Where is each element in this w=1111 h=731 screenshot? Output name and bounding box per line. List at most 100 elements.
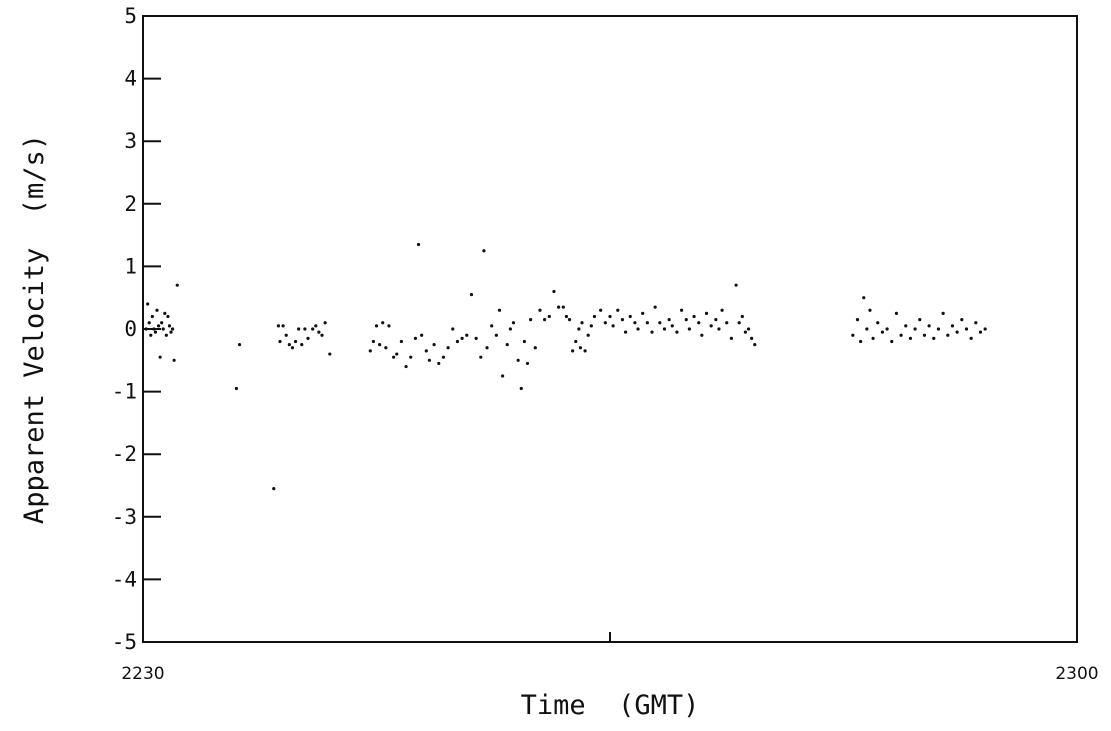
data-point (300, 343, 304, 347)
data-point (317, 330, 321, 334)
data-point (753, 343, 757, 347)
y-tick-label: 2 (124, 192, 137, 216)
data-point (692, 314, 696, 319)
y-axis: 5 4 3 2 1 0 -1 -2 -3 -4 -5 (112, 4, 161, 654)
data-point (645, 321, 649, 325)
data-point (311, 327, 315, 331)
data-point (737, 321, 741, 325)
data-point (586, 333, 590, 337)
data-point (149, 333, 153, 337)
data-point (599, 308, 603, 312)
data-point (880, 330, 885, 334)
data-point (505, 343, 509, 347)
data-point (424, 349, 428, 353)
data-point (494, 333, 498, 337)
data-point (978, 330, 983, 334)
data-point (714, 318, 718, 322)
data-point (446, 346, 450, 350)
data-point (894, 311, 899, 315)
data-point (932, 336, 936, 340)
data-point (636, 327, 640, 331)
y-tick-label: -4 (112, 567, 137, 591)
data-points (144, 242, 987, 491)
data-point (740, 314, 744, 319)
data-point (420, 333, 424, 337)
data-point (650, 330, 654, 334)
data-point (608, 314, 612, 319)
data-point (144, 327, 148, 331)
data-point (578, 346, 583, 350)
data-point (616, 308, 620, 312)
data-point (603, 321, 607, 325)
data-point (969, 336, 973, 340)
data-point (146, 302, 150, 306)
data-point (552, 289, 556, 294)
data-point (166, 314, 170, 319)
data-point (374, 324, 379, 328)
data-point (746, 327, 751, 331)
data-point (525, 361, 530, 366)
data-point (460, 336, 464, 340)
data-point (409, 355, 413, 359)
data-point (623, 330, 628, 334)
data-point (675, 330, 679, 334)
y-axis-title: Apparent Velocity (m/s) (19, 134, 50, 524)
data-point (167, 324, 172, 328)
data-point (482, 249, 486, 253)
data-point (960, 318, 964, 322)
data-point (170, 327, 175, 331)
data-point (720, 308, 724, 312)
data-point (658, 321, 662, 325)
data-point (371, 339, 375, 344)
data-point (684, 318, 688, 322)
y-tick-label: -5 (112, 630, 137, 654)
data-point (427, 358, 432, 362)
x-tick-label: 2230 (121, 664, 164, 684)
y-tick-label: -1 (112, 380, 137, 404)
data-point (500, 374, 505, 378)
data-point (583, 349, 587, 353)
y-tick-label: 0 (124, 317, 137, 341)
data-point (490, 324, 494, 328)
data-point (158, 355, 162, 359)
y-tick-label: -2 (112, 442, 137, 466)
data-point (156, 324, 161, 328)
data-point (936, 327, 941, 331)
data-point (941, 311, 945, 315)
data-point (577, 327, 581, 331)
data-point (704, 311, 709, 315)
data-point (922, 333, 927, 337)
data-point (855, 318, 860, 322)
data-point (927, 324, 931, 328)
data-point (876, 321, 880, 325)
data-point (368, 349, 372, 353)
data-point (314, 324, 318, 328)
data-point (680, 308, 684, 312)
data-point (163, 311, 167, 315)
data-point (328, 352, 332, 356)
data-point (437, 361, 441, 366)
data-point (519, 386, 523, 391)
data-point (395, 352, 399, 356)
data-point (387, 324, 391, 328)
data-point (628, 314, 632, 319)
data-point (522, 339, 526, 344)
y-tick-label: -3 (112, 505, 137, 529)
data-point (700, 333, 704, 337)
data-point (323, 321, 327, 325)
data-point (543, 318, 547, 322)
data-point (378, 343, 382, 347)
data-point (851, 333, 855, 337)
data-point (155, 308, 159, 312)
data-point (237, 343, 242, 347)
data-point (485, 346, 489, 350)
data-point (152, 327, 156, 331)
data-point (633, 321, 637, 325)
data-point (538, 308, 542, 312)
data-point (946, 333, 950, 337)
data-point (580, 321, 584, 325)
data-point (611, 324, 615, 328)
data-point (983, 327, 987, 331)
data-point (533, 346, 537, 350)
data-point (641, 311, 645, 315)
